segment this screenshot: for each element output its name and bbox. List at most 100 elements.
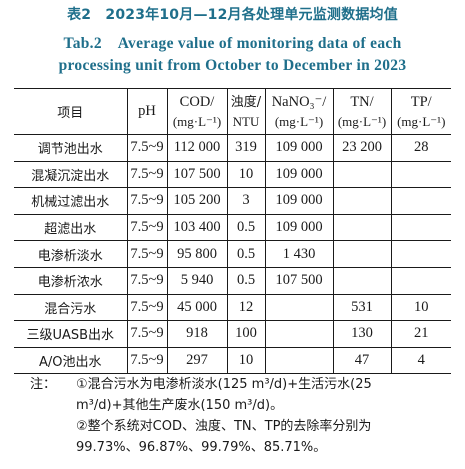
cell-ph: 7.5~9: [126, 347, 167, 375]
cell-nano3: 109 000: [264, 187, 333, 215]
table-row: 混凝沉淀出水 7.5~9 107 500 10 109 000: [14, 161, 451, 189]
table-caption-en-line1: Tab.2 Average value of monitoring data o…: [63, 35, 402, 52]
cell-ph: 7.5~9: [126, 320, 167, 348]
cell-turbidity: 0.5: [226, 267, 265, 295]
notes-label: 注：: [30, 377, 57, 392]
note2-line1: ②整个系统对COD、浊度、TN、TP的去除率分别为: [76, 419, 372, 434]
header-turbidity-l2: NTU: [232, 113, 260, 129]
row-name: 电渗析淡水: [14, 240, 127, 268]
note1-line1: ①混合污水为电渗析淡水(125 m³/d)+生活污水(25: [76, 377, 372, 392]
cell-tn: 23 200: [332, 134, 391, 162]
header-tn: TN/ (mg·L⁻¹): [332, 88, 391, 135]
header-row: 项目 pH COD/ (mg·L⁻¹) 浊度/ NTU NaNO₃⁻/ (mg·…: [14, 88, 451, 135]
cell-nano3: [264, 320, 333, 348]
cell-tp: 10: [390, 294, 451, 322]
cell-ph: 7.5~9: [126, 161, 167, 189]
cell-tp: 28: [390, 134, 451, 162]
cell-nano3: [264, 294, 333, 322]
header-ph: pH: [126, 88, 167, 135]
cell-ph: 7.5~9: [126, 214, 167, 242]
cell-turbidity: 0.5: [226, 214, 265, 242]
cell-nano3: [264, 347, 333, 375]
cell-cod: 107 500: [166, 161, 227, 189]
table-row: 混合污水 7.5~9 45 000 12 531 10: [14, 294, 451, 322]
cell-tp: [390, 267, 451, 295]
header-nano3: NaNO₃⁻/ (mg·L⁻¹): [264, 88, 333, 135]
cell-cod: 103 400: [166, 214, 227, 242]
row-name: 调节池出水: [14, 134, 127, 162]
cell-ph: 7.5~9: [126, 294, 167, 322]
header-nano3-l2: (mg·L⁻¹): [274, 113, 324, 129]
cell-ph: 7.5~9: [126, 267, 167, 295]
row-name: 混合污水: [14, 294, 127, 322]
header-tn-l2: (mg·L⁻¹): [337, 113, 387, 129]
row-name: 机械过滤出水: [14, 187, 127, 215]
cell-cod: 112 000: [166, 134, 227, 162]
cell-cod: 95 800: [166, 240, 227, 268]
cell-turbidity: 3: [226, 187, 265, 215]
cell-ph: 7.5~9: [126, 134, 167, 162]
row-name: 三级UASB出水: [14, 320, 127, 348]
cell-turbidity: 10: [226, 161, 265, 189]
cell-tn: [332, 161, 391, 189]
cell-nano3: 107 500: [264, 267, 333, 295]
cell-tn: [332, 240, 391, 268]
cell-turbidity: 0.5: [226, 240, 265, 268]
cell-tp: [390, 187, 451, 215]
header-tp: TP/ (mg·L⁻¹): [390, 88, 451, 135]
cell-nano3: 109 000: [264, 214, 333, 242]
cell-turbidity: 10: [226, 347, 265, 375]
table-caption-en-line2: processing unit from October to December…: [58, 57, 407, 74]
cell-tp: [390, 214, 451, 242]
header-cod: COD/ (mg·L⁻¹): [166, 88, 227, 135]
row-name: 电渗析浓水: [14, 267, 127, 295]
cell-cod: 105 200: [166, 187, 227, 215]
cell-tn: [332, 214, 391, 242]
table-row: 三级UASB出水 7.5~9 918 100 130 21: [14, 320, 451, 348]
note1-line2: m³/d)+其他生产废水(150 m³/d)。: [76, 398, 284, 413]
cell-tn: 531: [332, 294, 391, 322]
cell-turbidity: 12: [226, 294, 265, 322]
header-turbidity: 浊度/ NTU: [226, 88, 265, 135]
cell-nano3: 109 000: [264, 134, 333, 162]
cell-nano3: 109 000: [264, 161, 333, 189]
cell-ph: 7.5~9: [126, 187, 167, 215]
table-row: 超滤出水 7.5~9 103 400 0.5 109 000: [14, 214, 451, 242]
cell-cod: 918: [166, 320, 227, 348]
table-notes: 注： ①混合污水为电渗析淡水(125 m³/d)+生活污水(25 m³/d)+其…: [30, 374, 458, 464]
cell-cod: 297: [166, 347, 227, 375]
header-item-label: 项目: [57, 106, 84, 121]
monitoring-data-table: 项目 pH COD/ (mg·L⁻¹) 浊度/ NTU NaNO₃⁻/ (mg·…: [14, 88, 451, 375]
table-row: 调节池出水 7.5~9 112 000 319 109 000 23 200 2…: [14, 134, 451, 162]
cell-tn: [332, 187, 391, 215]
cell-tn: 130: [332, 320, 391, 348]
header-tp-l2: (mg·L⁻¹): [397, 113, 446, 129]
note2-line2: 99.73%、96.87%、99.79%、85.71%。: [76, 440, 327, 455]
header-tp-l1: TP/: [410, 93, 432, 110]
cell-tn: 47: [332, 347, 391, 375]
cell-tp: 4: [390, 347, 451, 375]
header-turbidity-l1: 浊度/: [230, 94, 262, 110]
header-tn-l1: TN/: [350, 93, 374, 110]
table-row: 电渗析淡水 7.5~9 95 800 0.5 1 430: [14, 240, 451, 268]
cell-turbidity: 319: [226, 134, 265, 162]
row-name: 混凝沉淀出水: [14, 161, 127, 189]
header-nano3-l1: NaNO₃⁻/: [271, 93, 327, 110]
row-name: A/O池出水: [14, 347, 127, 375]
header-cod-l2: (mg·L⁻¹): [172, 113, 222, 129]
header-cod-l1: COD/: [179, 93, 215, 110]
cell-nano3: 1 430: [264, 240, 333, 268]
cell-tn: [332, 267, 391, 295]
table-row: 电渗析浓水 7.5~9 5 940 0.5 107 500: [14, 267, 451, 295]
header-ph-label: pH: [138, 103, 156, 119]
cell-cod: 45 000: [166, 294, 227, 322]
cell-ph: 7.5~9: [126, 240, 167, 268]
cell-tp: [390, 240, 451, 268]
cell-tp: [390, 161, 451, 189]
cell-turbidity: 100: [226, 320, 265, 348]
table-caption-cn: 表2 2023年10月—12月各处理单元监测数据均值: [67, 7, 398, 23]
table-row: A/O池出水 7.5~9 297 10 47 4: [14, 347, 451, 375]
header-item: 项目: [14, 88, 127, 135]
cell-cod: 5 940: [166, 267, 227, 295]
table-row: 机械过滤出水 7.5~9 105 200 3 109 000: [14, 187, 451, 215]
